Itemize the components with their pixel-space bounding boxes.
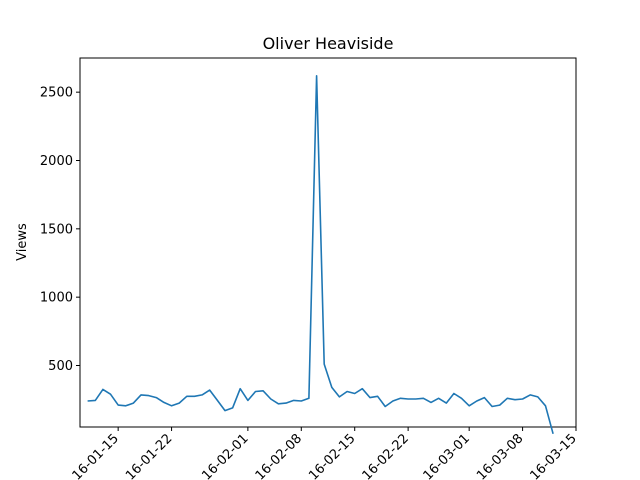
x-tick-label: 16-03-08 bbox=[474, 431, 526, 480]
y-axis: 500 1000 1500 2000 2500 bbox=[40, 86, 80, 374]
y-tick-label: 2000 bbox=[40, 154, 73, 169]
y-tick-label: 2500 bbox=[40, 86, 73, 101]
y-tick-label: 1500 bbox=[40, 222, 73, 237]
x-tick-label: 16-02-01 bbox=[199, 431, 251, 480]
x-tick-label: 16-03-01 bbox=[421, 431, 473, 480]
x-tick-label: 16-03-15 bbox=[527, 431, 579, 480]
x-axis: 16-01-15 16-01-22 16-02-01 16-02-08 16-02-15… bbox=[70, 427, 580, 480]
x-tick-label: 16-02-22 bbox=[360, 431, 412, 480]
x-tick-label: 16-02-08 bbox=[253, 431, 305, 480]
y-tick-label: 1000 bbox=[40, 291, 73, 306]
chart-title: Oliver Heaviside bbox=[263, 34, 394, 53]
plot-area bbox=[79, 57, 577, 428]
series-line-views bbox=[87, 75, 554, 435]
x-tick-label: 16-01-15 bbox=[70, 431, 122, 480]
y-tick-label: 500 bbox=[48, 359, 73, 374]
y-axis-label: Views bbox=[15, 223, 30, 261]
x-tick-label: 16-01-22 bbox=[123, 431, 175, 480]
x-tick-label: 16-02-15 bbox=[306, 431, 358, 480]
